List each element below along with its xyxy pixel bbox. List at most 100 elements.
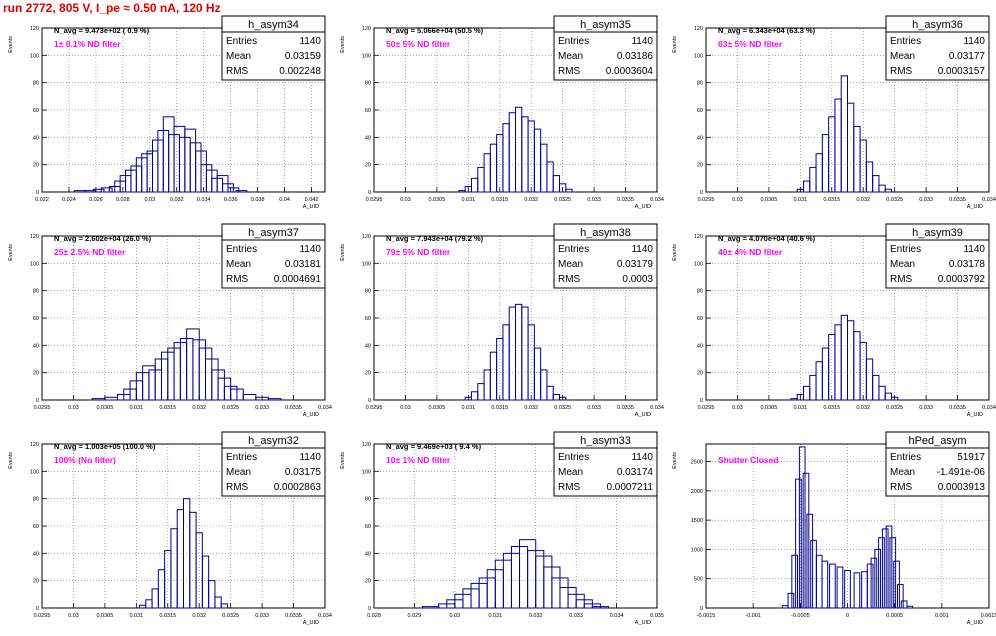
histogram-bin (853, 572, 861, 609)
y-tick-label: 20 (697, 163, 703, 169)
y-tick-label: 60 (697, 316, 703, 322)
histogram-series (138, 498, 229, 609)
navg-label: N_avg = 1.003e+05 (100.0 %) (54, 442, 156, 451)
y-tick-label: 80 (365, 289, 371, 295)
y-tick-label: 100 (362, 469, 371, 475)
histogram-bin (483, 153, 491, 193)
stats-value: 0.03186 (617, 51, 654, 62)
histogram-bin (802, 472, 810, 609)
hist-panel-h_asym36: 0.0295 0.03 0.0305 0.031 0.0315 0.032 0.0325 0.… (672, 15, 996, 210)
histogram-bin (170, 528, 178, 609)
stats-value: 0.03175 (285, 467, 322, 478)
histogram-bin (791, 554, 799, 609)
histogram-bin (591, 606, 609, 609)
histogram-bin (872, 175, 880, 193)
histogram-bin (422, 606, 440, 609)
histogram-bin (810, 540, 817, 609)
y-tick-label: 40 (33, 551, 39, 557)
x-tick-label: 0.034 (318, 613, 332, 619)
x-tick-label: 0.0335 (617, 405, 634, 411)
x-tick-label: 0.0295 (698, 405, 715, 411)
y-tick-label: 60 (33, 524, 39, 530)
stats-label: Entries (226, 244, 257, 255)
x-tick-label: 0.033 (587, 405, 601, 411)
x-tick-label: 0.042 (305, 197, 319, 203)
histogram-bin (795, 478, 802, 609)
stats-value: 0.03179 (617, 259, 654, 270)
stats-label: RMS (226, 482, 249, 493)
y-tick-label: 40 (365, 343, 371, 349)
y-tick-label: 0 (36, 398, 39, 404)
histogram-bin (565, 188, 573, 193)
stats-box-frame (885, 15, 990, 81)
histogram-bin (866, 563, 874, 609)
x-tick-label: 0.032 (524, 405, 538, 411)
y-tick-label: 1000 (691, 547, 703, 553)
hist-panel-h_asym37: 0.0295 0.03 0.0305 0.031 0.0315 0.032 0.0325 0.… (8, 223, 332, 418)
stats-box: h_asym32 Entries 1140 Mean 0.03175 RMS 0.00028… (221, 431, 326, 497)
y-tick-label: 0 (700, 190, 703, 196)
x-tick-label: 0.031 (793, 405, 807, 411)
stats-box-frame (221, 431, 326, 497)
stats-box: hPed_asym Entries 51917 Mean -1.491e-06 RMS 0.… (885, 431, 990, 497)
y-tick-label: 80 (365, 497, 371, 503)
stats-box-frame (221, 223, 326, 289)
stats-value: 51917 (957, 452, 985, 463)
x-tick-label: 0.032 (192, 613, 206, 619)
histogram-bin (781, 605, 789, 609)
x-tick-label: 0.0335 (285, 405, 302, 411)
stats-label: RMS (890, 482, 913, 493)
x-tick-label: 0.032 (856, 197, 870, 203)
y-tick-label: 2000 (691, 489, 703, 495)
navg-label: N_avg = 2.602e+04 (26.0 %) (54, 234, 152, 243)
x-axis-title: A_UID (635, 412, 651, 418)
histogram-bin (533, 128, 542, 193)
y-tick-label: 0 (368, 190, 371, 196)
histogram-bin (884, 188, 893, 193)
filter-annotation: 79± 5% ND filter (386, 247, 451, 257)
x-tick-label: 0.03 (400, 405, 411, 411)
x-axis-title: A_UID (303, 620, 319, 626)
hist-name: h_asym35 (580, 19, 631, 31)
y-tick-label: 80 (33, 497, 39, 503)
x-tick-label: 0.03 (68, 405, 79, 411)
histogram-bin (865, 358, 874, 401)
histogram-bin (100, 187, 113, 193)
histogram-bin (176, 509, 184, 609)
navg-label: N_avg = 5.066e+04 (50.5 %) (386, 26, 484, 35)
y-tick-label: 40 (697, 343, 703, 349)
filter-annotation: Shutter Closed (718, 455, 778, 465)
histogram-bin (847, 102, 855, 193)
x-tick-label: -0.0005 (791, 613, 810, 619)
x-tick-label: 0.034 (318, 405, 332, 411)
histogram-bin (853, 125, 861, 193)
filter-annotation: 25± 2.5% ND filter (54, 247, 126, 257)
y-tick-label: 20 (365, 163, 371, 169)
x-tick-label: 0.028 (367, 613, 381, 619)
run-title: run 2772, 805 V, I_pe ≈ 0.50 nA, 120 Hz (3, 1, 221, 15)
hist-panel-hPed_asym: -0.0015 -0.001 -0.0005 0 0.0005 0.001 0.0015 0 5… (672, 431, 996, 626)
x-tick-label: 0.0015 (981, 613, 996, 619)
x-axis-title: A_UID (967, 412, 983, 418)
y-axis-title: Events (8, 452, 14, 469)
histogram-bin (836, 566, 844, 609)
stats-label: RMS (226, 274, 249, 285)
x-tick-label: 0.0315 (823, 197, 840, 203)
stats-label: Mean (226, 467, 251, 478)
x-tick-label: 0.034 (982, 405, 996, 411)
x-tick-label: 0.033 (919, 197, 933, 203)
stats-value: 0.0002863 (274, 482, 322, 493)
histogram-bin (214, 596, 222, 609)
hist-name: h_asym38 (580, 227, 631, 239)
histogram-bin (489, 143, 498, 193)
histogram-bin (540, 143, 548, 193)
stats-label: RMS (226, 66, 249, 77)
histogram-bin (790, 398, 798, 401)
x-tick-label: 0.03 (400, 197, 411, 203)
stats-box-frame (221, 15, 326, 81)
y-tick-label: 80 (365, 81, 371, 87)
histogram-bin (861, 571, 868, 609)
y-tick-label: 40 (697, 135, 703, 141)
histogram-bin (508, 306, 516, 401)
hist-panel-h_asym32: 0.0295 0.03 0.0305 0.031 0.0315 0.032 0.0325 0.… (8, 431, 332, 626)
